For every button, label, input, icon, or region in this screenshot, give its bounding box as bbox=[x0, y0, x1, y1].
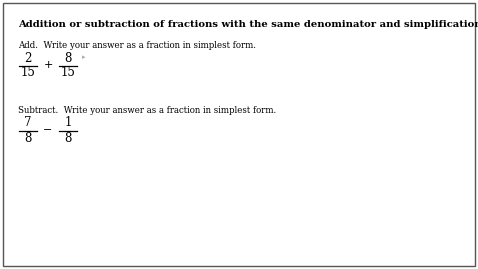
Text: 2: 2 bbox=[24, 51, 32, 65]
Text: ▸: ▸ bbox=[82, 53, 86, 61]
Text: Addition or subtraction of fractions with the same denominator and simplificatio: Addition or subtraction of fractions wit… bbox=[18, 20, 478, 29]
Text: Subtract.  Write your answer as a fraction in simplest form.: Subtract. Write your answer as a fractio… bbox=[18, 106, 276, 115]
Text: 15: 15 bbox=[21, 66, 35, 80]
Text: +: + bbox=[43, 61, 53, 70]
Text: 7: 7 bbox=[24, 116, 32, 129]
Text: 8: 8 bbox=[24, 132, 32, 144]
Text: Add.  Write your answer as a fraction in simplest form.: Add. Write your answer as a fraction in … bbox=[18, 41, 256, 50]
Text: 1: 1 bbox=[65, 116, 72, 129]
Text: 8: 8 bbox=[65, 51, 72, 65]
Text: 15: 15 bbox=[61, 66, 76, 80]
Text: −: − bbox=[43, 126, 53, 136]
Text: 8: 8 bbox=[65, 132, 72, 144]
